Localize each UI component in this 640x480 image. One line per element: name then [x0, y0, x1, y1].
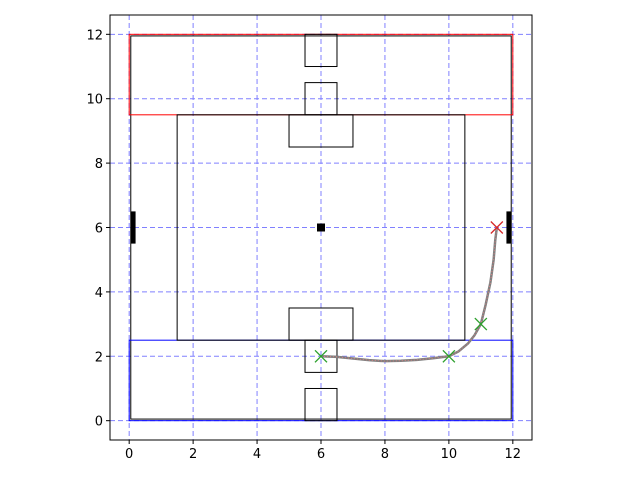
x-tick-label: 6	[317, 447, 325, 462]
waypoint-marker	[474, 317, 488, 331]
bottom-goal-box-rect	[304, 387, 338, 422]
y-tick-label: 4	[95, 286, 103, 301]
waypoint-marker	[314, 349, 328, 363]
center-marker	[317, 223, 325, 232]
goal-marker-stroke-b	[490, 221, 504, 234]
x-tick-label: 2	[189, 447, 197, 462]
top-wide-box-rect	[288, 114, 354, 148]
y-tick-label: 8	[95, 157, 103, 172]
waypoint-marker-stroke-b	[442, 349, 456, 363]
y-tick-label: 10	[86, 93, 103, 108]
y-tick-label: 12	[86, 28, 103, 43]
x-tick-label: 4	[253, 447, 261, 462]
x-tick-label: 0	[125, 447, 133, 462]
y-tick-label: 2	[95, 350, 103, 365]
waypoint-marker-stroke-b	[314, 349, 328, 363]
right-bar	[506, 211, 512, 244]
top-goal-box-rect	[304, 33, 338, 68]
axis-ticks: 0 2 4 6 8 10 12 0 2 4 6 8 10 12	[86, 28, 521, 462]
y-tick-label: 6	[95, 222, 103, 237]
x-tick-label: 10	[441, 447, 458, 462]
waypoint-marker-stroke-b	[474, 317, 488, 331]
x-tick-label: 8	[381, 447, 389, 462]
goal-marker	[490, 221, 504, 234]
markers	[314, 221, 504, 363]
trajectory-line	[320, 227, 499, 363]
trajectory-overlay	[320, 227, 498, 362]
left-bar	[130, 211, 136, 244]
trajectory	[320, 227, 499, 363]
waypoint-marker	[442, 349, 456, 363]
x-tick-label: 12	[505, 447, 522, 462]
y-tick-label: 0	[95, 415, 103, 430]
field-shapes	[128, 33, 514, 422]
